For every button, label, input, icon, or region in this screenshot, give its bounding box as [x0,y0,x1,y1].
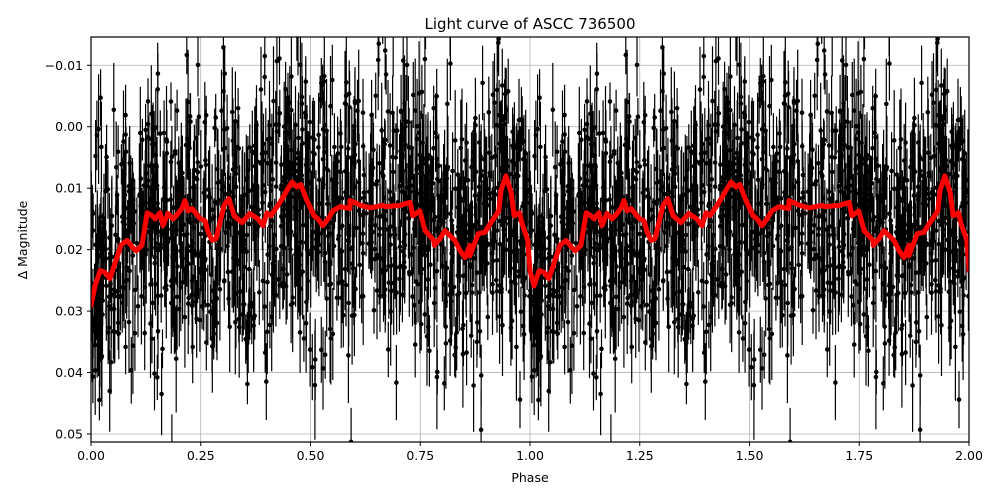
x-tick-label: 0.00 [77,448,105,463]
x-tick-label: 0.25 [187,448,215,463]
x-tick-label: 2.00 [955,448,983,463]
y-tick-label: 0.00 [55,119,83,134]
y-tick-label: 0.02 [55,242,83,257]
y-axis-ticks: −0.01 0.00 0.01 0.02 0.03 0.04 0.05 [45,58,91,442]
x-tick-label: 1.00 [516,448,544,463]
fit-curve [91,173,969,309]
y-tick-label: 0.04 [55,365,83,380]
y-tick-label: 0.01 [55,181,83,196]
chart-title: Light curve of ASCC 736500 [425,15,636,33]
x-tick-label: 0.50 [297,448,325,463]
x-tick-label: 1.50 [736,448,764,463]
x-axis-label: Phase [511,470,549,485]
x-tick-label: 1.75 [845,448,873,463]
x-tick-label: 0.75 [406,448,434,463]
x-axis-ticks: 0.00 0.25 0.50 0.75 1.00 1.25 1.50 1.75 2.00 [77,442,983,463]
x-tick-label: 1.25 [626,448,654,463]
y-tick-label: −0.01 [45,58,83,73]
y-tick-label: 0.05 [55,427,83,442]
y-tick-label: 0.03 [55,304,83,319]
y-axis-label: Δ Magnitude [15,200,30,279]
observation-markers [91,37,969,442]
